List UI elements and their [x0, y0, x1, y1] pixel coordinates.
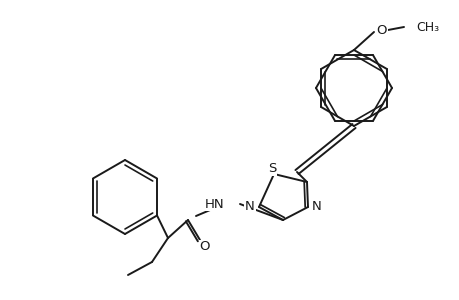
Text: N: N: [312, 200, 321, 214]
Text: N: N: [245, 200, 254, 214]
Text: HN: HN: [204, 197, 224, 211]
Text: O: O: [199, 241, 210, 254]
Text: CH₃: CH₃: [415, 20, 438, 34]
Text: O: O: [376, 23, 386, 37]
Text: S: S: [267, 163, 275, 176]
